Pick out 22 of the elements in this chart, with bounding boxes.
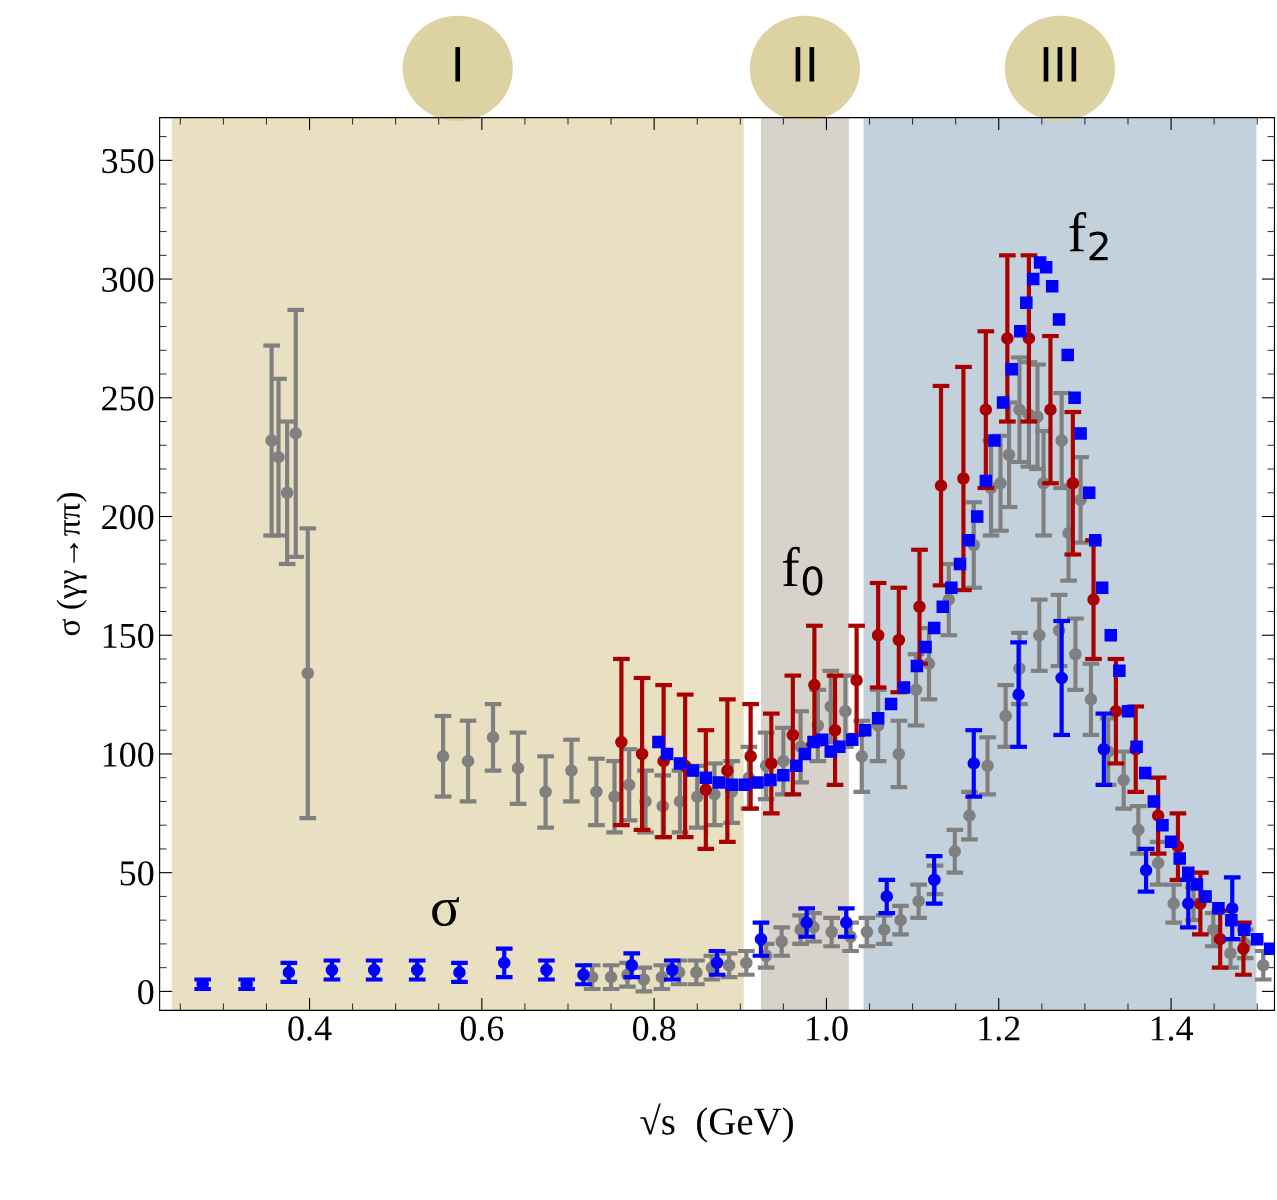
annotation: f$_{2}$ [1069, 212, 1108, 261]
y-tick-label: 150 [103, 623, 154, 649]
annotation: σ [432, 897, 460, 927]
x-tick-label: 1.0 [807, 1016, 848, 1041]
y-tick-label: 100 [103, 742, 154, 767]
x-tick-label: 1.4 [1151, 1016, 1194, 1041]
band-label: III [1043, 47, 1077, 82]
y-tick-label: 300 [102, 267, 154, 292]
band-label: I [455, 47, 461, 82]
band-label: II [795, 47, 815, 82]
y-tick-label: 50 [120, 861, 154, 886]
x-axis-title: √s (GeV) [640, 1103, 793, 1143]
x-tick-label: 0.6 [460, 1016, 504, 1041]
y-tick-label: 250 [102, 386, 154, 411]
y-axis-title: σ (γγ→ππ) [56, 492, 87, 636]
x-tick-label: 0.4 [288, 1016, 332, 1041]
annotation: f$_{0}$ [782, 546, 823, 596]
x-tick-label: 1.2 [979, 1016, 1020, 1041]
y-tick-label: 200 [102, 505, 154, 530]
y-tick-label: 350 [102, 148, 154, 174]
y-tick-label: 0 [138, 979, 154, 1005]
x-tick-label: 0.8 [632, 1016, 676, 1041]
